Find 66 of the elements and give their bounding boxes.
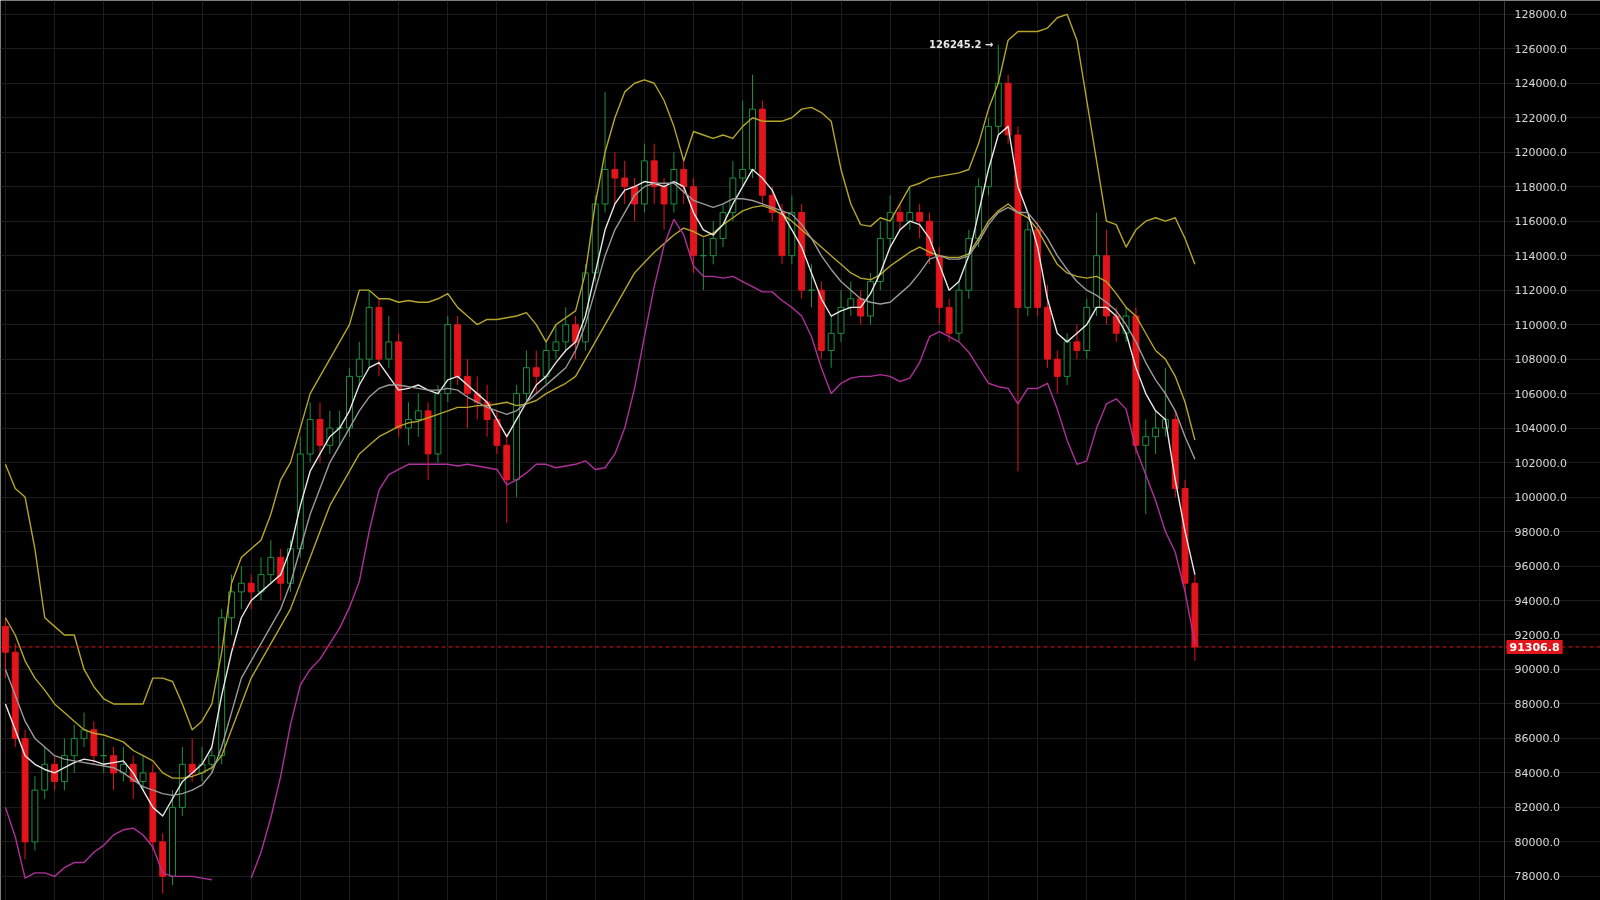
candlestick	[208, 746, 216, 774]
y-tick-label: 120000.0	[1514, 146, 1567, 160]
y-tick-label: 118000.0	[1514, 180, 1567, 194]
y-tick-label: 114000.0	[1514, 249, 1567, 263]
y-tick-label: 84000.0	[1514, 766, 1560, 780]
candlestick	[405, 401, 412, 446]
candlestick	[119, 746, 127, 783]
y-tick-label: 88000.0	[1514, 697, 1560, 711]
candlestick	[464, 358, 471, 429]
candlestick	[326, 410, 334, 455]
y-tick-label: 128000.0	[1514, 8, 1567, 22]
candlestick	[355, 341, 363, 386]
y-tick-label: 82000.0	[1514, 801, 1560, 815]
y-tick-label: 122000.0	[1514, 111, 1567, 125]
y-tick-label: 98000.0	[1514, 525, 1560, 539]
candlestick	[188, 737, 196, 783]
candlestick	[1152, 410, 1160, 455]
candlestick	[906, 186, 914, 231]
candlestick	[916, 203, 924, 239]
candlestick	[847, 281, 855, 317]
annotation: 126245.2 →	[929, 39, 994, 51]
candlestick	[139, 755, 147, 791]
y-tick-label: 116000.0	[1514, 215, 1567, 229]
candlestick	[552, 324, 560, 360]
y-tick-label: 90000.0	[1514, 663, 1560, 677]
y-tick-label: 126000.0	[1514, 42, 1567, 56]
y-tick-label: 102000.0	[1514, 456, 1567, 470]
y-tick-label: 92000.0	[1514, 628, 1560, 642]
candlestick	[611, 151, 619, 205]
candlestick	[562, 306, 570, 351]
candlestick	[621, 160, 629, 205]
candlestick	[827, 315, 835, 369]
candlestick	[739, 100, 747, 188]
candlestick	[896, 203, 904, 231]
y-tick-label: 110000.0	[1514, 318, 1567, 332]
candlestick	[414, 393, 422, 438]
candlestick	[257, 556, 265, 601]
candlestick	[1142, 418, 1150, 515]
candlestick	[247, 574, 255, 610]
line-series	[4, 13, 1196, 731]
y-tick-label: 124000.0	[1514, 77, 1567, 91]
y-tick-label: 86000.0	[1514, 732, 1560, 746]
y-tick-label: 100000.0	[1514, 491, 1567, 505]
candlestick	[680, 160, 688, 205]
candlestick	[80, 712, 88, 748]
y-tick-label: 80000.0	[1514, 835, 1560, 849]
y-tick-label: 104000.0	[1514, 422, 1567, 436]
candlestick	[1073, 324, 1081, 360]
y-tick-label: 96000.0	[1514, 560, 1560, 574]
candlestick	[237, 565, 245, 610]
y-tick-label: 106000.0	[1514, 387, 1567, 401]
y-tick-label: 78000.0	[1514, 870, 1560, 884]
candlestick	[572, 315, 580, 360]
candlestick	[1053, 350, 1061, 395]
candlestick	[51, 755, 59, 791]
candlestick	[532, 350, 540, 395]
candlestick	[660, 177, 668, 231]
candlestick	[1112, 306, 1120, 343]
candlestick	[70, 724, 78, 774]
y-tick-label: 108000.0	[1514, 353, 1567, 367]
candlestick	[385, 315, 393, 369]
ref-line-label: 91306.8	[1509, 640, 1560, 654]
y-tick-label: 94000.0	[1514, 594, 1560, 608]
y-tick-label: 112000.0	[1514, 284, 1567, 298]
candlestick	[267, 539, 275, 584]
candlestick	[709, 220, 717, 265]
